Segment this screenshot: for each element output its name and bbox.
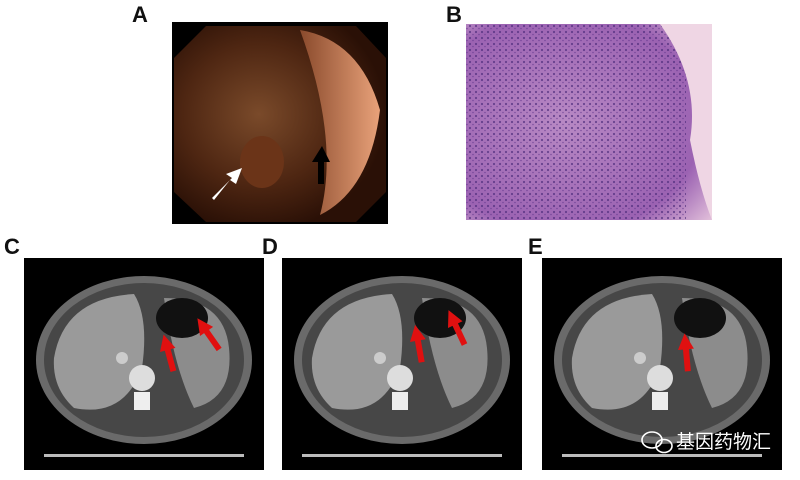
lesion [240,136,284,188]
panel-label: C [4,234,20,259]
watermark-text: 基因药物汇 [676,431,771,453]
watermark: 基因药物汇 [641,431,771,454]
panel-label: D [262,234,278,259]
histology-stroma [660,24,712,220]
gastric-wall [300,30,380,215]
black-arrow [312,146,330,184]
ct-image [24,258,264,470]
panel-label: B [446,2,462,27]
ct-image [282,258,522,470]
watermark-icon [655,438,673,454]
panel-label: E [528,234,543,259]
histology-cells [466,24,686,220]
panel-label: A [132,2,148,27]
white-arrow [212,168,242,200]
